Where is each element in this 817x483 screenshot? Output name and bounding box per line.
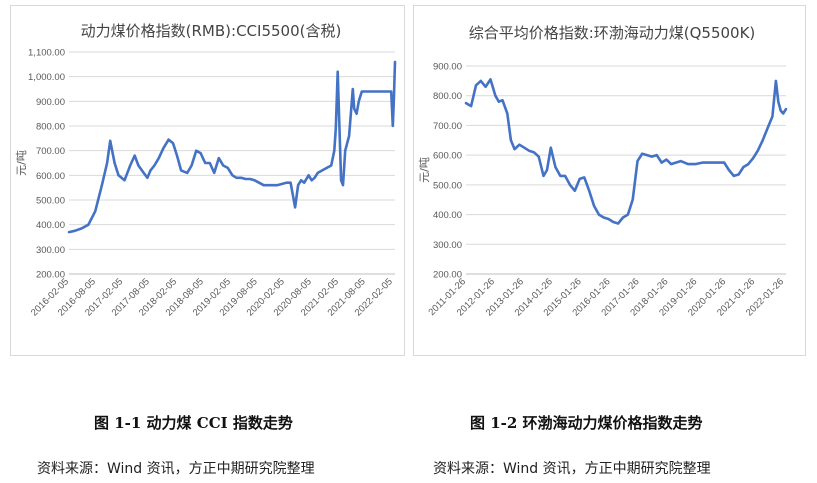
chart-panel-cci5500: 动力煤价格指数(RMB):CCI5500(含税) 200.00 300.00 400.…	[10, 5, 405, 356]
figure-caption-1: 图 1-1 动力煤 CCI 指数走势	[94, 414, 293, 432]
y-tick-label: 300.00	[36, 245, 65, 256]
source-note-2: 资料来源：Wind 资讯，方正中期研究院整理	[433, 461, 711, 477]
chart-title: 综合平均价格指数:环渤海动力煤(Q5500K)	[469, 24, 756, 42]
y-tick-label: 1,000.00	[28, 72, 65, 83]
figure-caption-2: 图 1-2 环渤海动力煤价格指数走势	[470, 414, 703, 432]
y-tick-label: 900.00	[36, 97, 65, 108]
series-line	[67, 60, 397, 234]
y-tick-label: 500.00	[433, 180, 462, 191]
y-tick-label: 1,100.00	[28, 48, 65, 59]
y-tick-label: 700.00	[433, 121, 462, 132]
y-tick-label: 200.00	[36, 270, 65, 281]
y-tick-label: 400.00	[36, 220, 65, 231]
source-note-1: 资料来源：Wind 资讯，方正中期研究院整理	[37, 461, 315, 477]
y-tick-label: 800.00	[36, 122, 65, 133]
y-tick-label: 700.00	[36, 146, 65, 157]
y-tick-label: 300.00	[433, 240, 462, 251]
y-tick-label: 500.00	[36, 196, 65, 207]
chart-panel-bohai: 综合平均价格指数:环渤海动力煤(Q5500K) 200.00 300.00 400.0…	[413, 5, 806, 356]
y-tick-label: 800.00	[433, 91, 462, 102]
y-tick-label: 200.00	[433, 270, 462, 281]
chart-cci5500: 动力煤价格指数(RMB):CCI5500(含税) 200.00 300.00 400.…	[15, 22, 397, 318]
y-tick-label: 400.00	[433, 210, 462, 221]
y-axis-label: 元/吨	[418, 157, 431, 183]
series-line	[464, 78, 788, 225]
y-tick-label: 600.00	[36, 171, 65, 182]
y-tick-label: 900.00	[433, 62, 462, 73]
y-tick-label: 600.00	[433, 151, 462, 162]
chart-title: 动力煤价格指数(RMB):CCI5500(含税)	[81, 22, 342, 40]
y-axis-label: 元/吨	[15, 150, 28, 176]
chart-bohai-q5500k: 综合平均价格指数:环渤海动力煤(Q5500K) 200.00 300.00 400.0…	[418, 24, 788, 318]
